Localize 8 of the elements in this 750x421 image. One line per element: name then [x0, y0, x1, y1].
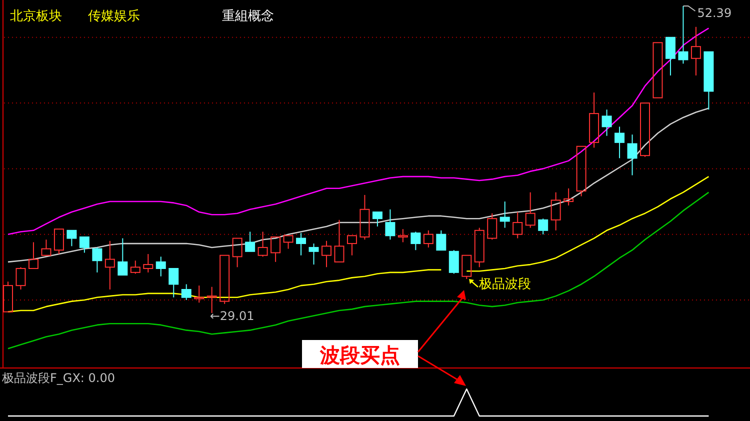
annotation: 传媒娱乐 — [88, 9, 140, 24]
annotation: 52.39 — [697, 6, 732, 20]
text: 波段买点 — [319, 343, 400, 367]
annotation: 北京板块 — [10, 9, 62, 24]
annotation: 重組概念 — [222, 9, 274, 24]
chart-title: 极品波段F_GX: 0.00 — [1, 371, 115, 385]
annotation: ←29.01 — [210, 309, 254, 323]
annotation: 极品波段 — [478, 277, 531, 292]
